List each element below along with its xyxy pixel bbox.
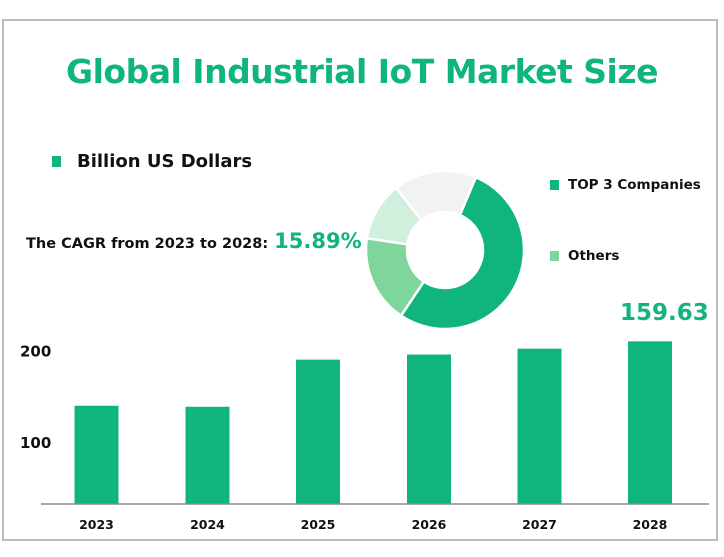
bar-2023 (74, 405, 119, 504)
x-tick-label: 2025 (301, 517, 336, 532)
bar-2024 (185, 406, 230, 504)
donut-legend-item-top3: TOP 3 Companies (550, 177, 701, 193)
bar-2026 (407, 354, 451, 504)
x-tick-label: 2023 (79, 517, 114, 532)
donut-slice-0 (399, 175, 526, 331)
donut-legend-swatch-top3 (550, 180, 559, 190)
bar-2028 (628, 341, 672, 504)
x-tick-label: 2028 (633, 517, 668, 532)
donut-legend-swatch-others (550, 251, 559, 261)
donut-legend-item-others: Others (550, 248, 619, 264)
y-tick-label: 100 (20, 434, 51, 452)
donut-slice-3 (394, 169, 478, 222)
bar-2027 (517, 348, 562, 504)
chart-frame (2, 19, 718, 541)
unit-legend-swatch (52, 156, 61, 167)
bar-annotation-2028: 159.63 (620, 300, 709, 326)
donut-legend-label-others: Others (568, 248, 620, 264)
x-tick-label: 2027 (522, 517, 557, 532)
y-tick-label: 200 (20, 343, 51, 361)
x-tick-label: 2024 (190, 517, 225, 532)
bar-2025 (296, 359, 340, 504)
unit-legend-label: Billion US Dollars (77, 151, 253, 172)
cagr-label: The CAGR from 2023 to 2028: (26, 236, 269, 252)
donut-legend-label-top3: TOP 3 Companies (568, 177, 701, 193)
unit-legend: Billion US Dollars (52, 151, 252, 172)
chart-title: Global Industrial IoT Market Size (66, 52, 658, 91)
cagr-value: 15.89% (274, 229, 362, 253)
cagr-annotation: The CAGR from 2023 to 2028: 15.89% (26, 229, 362, 253)
x-tick-label: 2026 (412, 517, 447, 532)
